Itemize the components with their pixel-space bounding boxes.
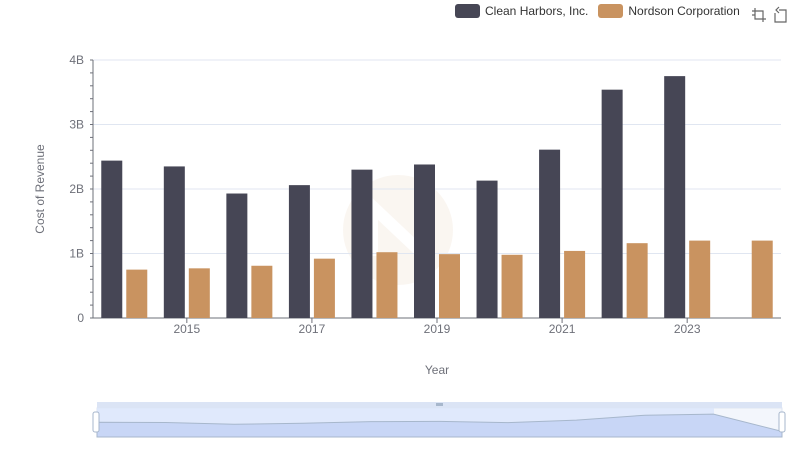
datazoom-preview-area [96,413,783,438]
bar-nordson-2023 [689,240,711,318]
zoom-reset-icon[interactable] [771,6,789,24]
bar-clean-harbors-2018 [351,169,373,318]
x-axis-title: Year [425,363,449,377]
zoom-select-icon[interactable] [750,6,768,24]
x-tick-label: 2015 [173,322,200,336]
y-tick-label: 4B [69,53,84,67]
x-tick-label: 2021 [549,322,576,336]
bar-nordson-2014 [126,269,148,318]
bar-nordson-2018 [376,252,398,318]
bar-clean-harbors-2022 [601,89,623,318]
datazoom-right-handle[interactable] [778,411,786,433]
bar-nordson-2024 [751,240,773,318]
legend-item-nordson[interactable]: Nordson Corporation [598,4,740,18]
bar-clean-harbors-2016 [226,193,248,318]
bar-clean-harbors-2023 [664,76,686,318]
bar-nordson-2022 [626,243,648,318]
datazoom-slider[interactable] [92,402,786,438]
legend: Clean Harbors, Inc. Nordson Corporation [455,4,750,18]
x-tick-label: 2023 [674,322,701,336]
y-axis-title: Cost of Revenue [33,144,47,234]
bar-clean-harbors-2021 [539,149,561,318]
bar-clean-harbors-2017 [288,185,310,318]
bar-nordson-2016 [251,265,273,318]
y-tick-label: 3B [69,118,84,132]
x-tick-label: 2017 [299,322,326,336]
bar-clean-harbors-2019 [414,164,435,318]
bar-nordson-2020 [501,254,523,318]
datazoom-grip[interactable] [436,403,443,406]
y-tick-label: 2B [69,182,84,196]
bar-clean-harbors-2015 [163,166,185,318]
toolbox [747,6,789,24]
bar-clean-harbors-2014 [101,160,123,318]
bar-nordson-2019 [439,254,460,318]
bar-nordson-2015 [188,268,210,318]
y-tick-label: 1B [69,247,84,261]
x-tick-label: 2019 [424,322,451,336]
legend-label-nordson: Nordson Corporation [628,4,740,18]
legend-swatch-clean-harbors [455,4,480,18]
bar-nordson-2017 [313,258,335,318]
legend-item-clean-harbors[interactable]: Clean Harbors, Inc. [455,4,588,18]
y-tick-label: 0 [77,311,84,325]
bar-nordson-2021 [564,250,586,318]
legend-swatch-nordson [598,4,624,18]
bar-clean-harbors-2020 [476,180,498,318]
datazoom-left-handle[interactable] [92,411,100,433]
bars-layer [101,76,773,318]
legend-label-clean-harbors: Clean Harbors, Inc. [485,4,589,18]
